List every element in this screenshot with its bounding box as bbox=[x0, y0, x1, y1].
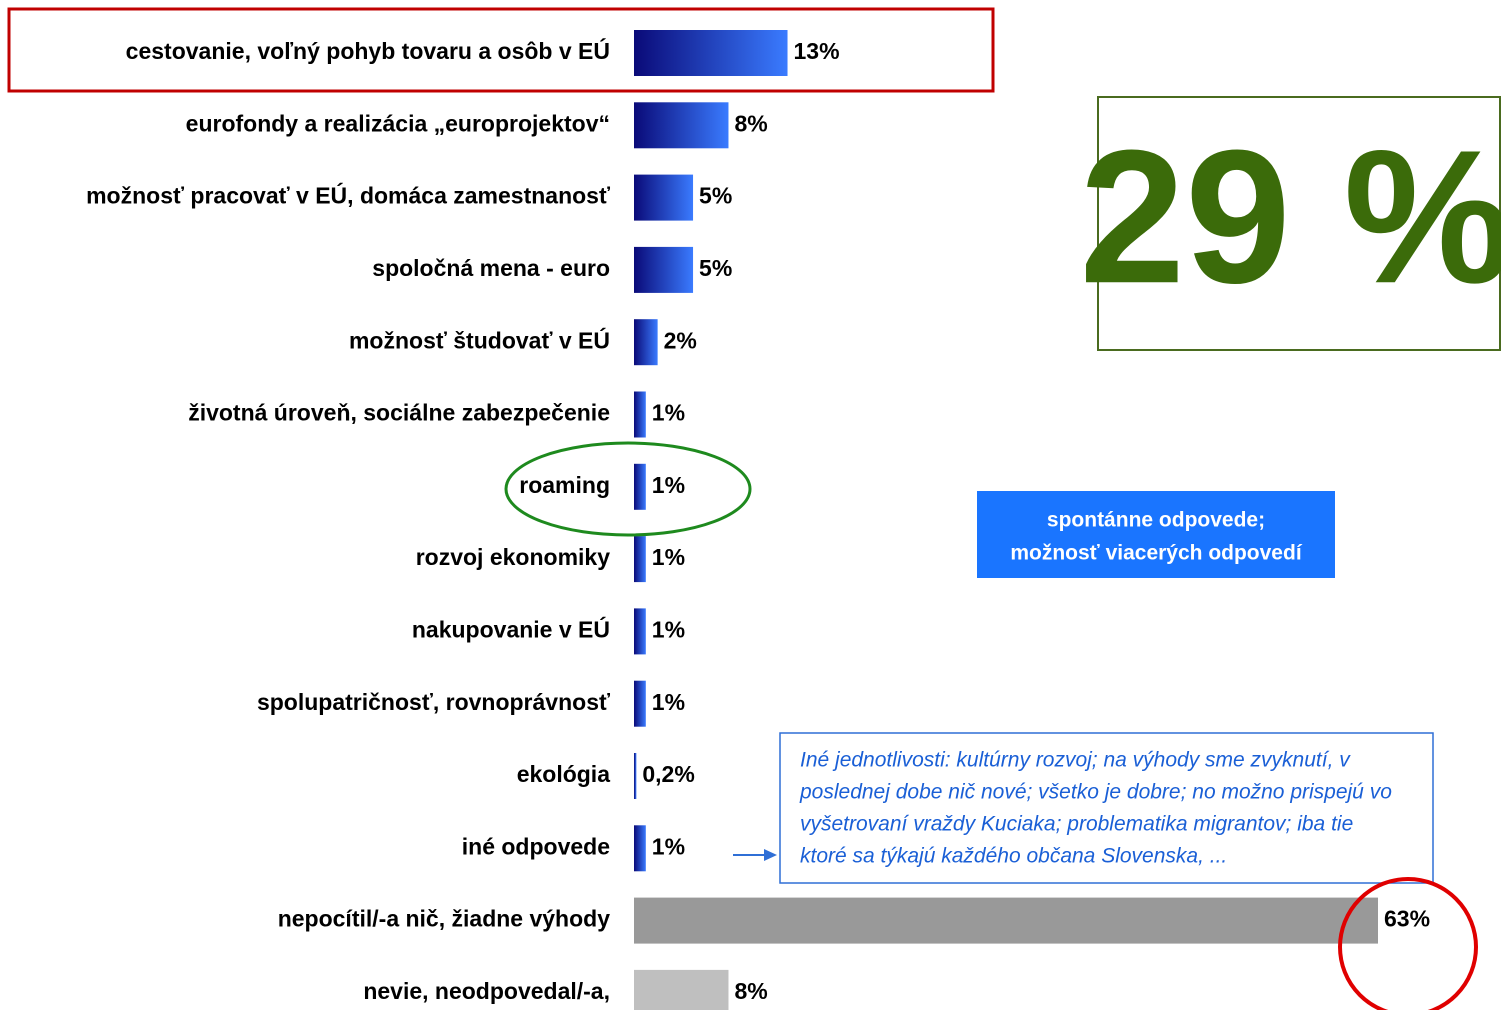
value-label: 1% bbox=[652, 400, 685, 426]
value-label: 5% bbox=[699, 255, 732, 281]
bar bbox=[634, 463, 646, 510]
other-line: poslednej dobe nič nové; všetko je dobre… bbox=[799, 781, 1392, 804]
bar bbox=[634, 246, 694, 293]
note-box bbox=[977, 491, 1335, 578]
note-line: možnosť viacerých odpovedí bbox=[1010, 542, 1302, 565]
headline-box bbox=[1097, 96, 1501, 351]
value-label: 1% bbox=[652, 689, 685, 715]
value-label: 1% bbox=[652, 544, 685, 570]
bar bbox=[634, 969, 729, 1010]
value-label: 2% bbox=[664, 327, 697, 353]
bar bbox=[634, 319, 658, 366]
bar bbox=[634, 753, 637, 799]
bar bbox=[634, 680, 646, 727]
category-label: možnosť pracovať v EÚ, domáca zamestnano… bbox=[86, 182, 611, 209]
bar bbox=[634, 391, 646, 438]
category-label: spoločná mena - euro bbox=[372, 255, 610, 281]
value-label: 8% bbox=[734, 110, 767, 136]
bar bbox=[634, 825, 646, 872]
category-label: nepocítil/-a nič, žiadne výhody bbox=[278, 906, 610, 932]
category-label: nevie, neodpovedal/-a, bbox=[363, 978, 610, 1004]
value-label: 5% bbox=[699, 183, 732, 209]
bar bbox=[634, 608, 646, 655]
value-label: 63% bbox=[1384, 906, 1430, 932]
value-label: 1% bbox=[652, 616, 685, 642]
category-label: eurofondy a realizácia „europrojektov“ bbox=[186, 110, 610, 136]
category-label: iné odpovede bbox=[462, 833, 610, 859]
other-line: ktoré sa týkajú každého občana Slovenska… bbox=[800, 845, 1227, 868]
other-line: vyšetrovaní vraždy Kuciaka; problematika… bbox=[800, 813, 1353, 836]
bar bbox=[634, 897, 1378, 944]
note-line: spontánne odpovede; bbox=[1047, 509, 1265, 532]
highlight-circle bbox=[1338, 877, 1478, 1010]
bar bbox=[634, 30, 788, 76]
category-label: životná úroveň, sociálne zabezpečenie bbox=[188, 400, 610, 426]
headline: 29 % bbox=[1079, 111, 1501, 323]
category-label: ekológia bbox=[517, 761, 611, 787]
arrow-head bbox=[764, 849, 777, 861]
category-label: rozvoj ekonomiky bbox=[416, 544, 610, 570]
category-label: možnosť študovať v EÚ bbox=[349, 326, 610, 353]
highlight-ellipse bbox=[504, 441, 752, 537]
category-label: cestovanie, voľný pohyb tovaru a osôb v … bbox=[126, 37, 610, 64]
value-label: 1% bbox=[652, 472, 685, 498]
category-label: nakupovanie v EÚ bbox=[412, 615, 610, 642]
value-label: 8% bbox=[734, 978, 767, 1004]
category-label: spolupatričnosť, rovnoprávnosť bbox=[257, 689, 611, 715]
value-label: 0,2% bbox=[642, 761, 694, 787]
other-box bbox=[779, 732, 1434, 884]
value-label: 13% bbox=[794, 38, 840, 64]
bar bbox=[634, 536, 646, 583]
bar bbox=[634, 102, 729, 149]
category-label: roaming bbox=[519, 472, 610, 498]
value-label: 1% bbox=[652, 833, 685, 859]
bar bbox=[634, 174, 694, 221]
other-line: Iné jednotlivosti: kultúrny rozvoj; na v… bbox=[800, 749, 1351, 772]
highlight-rect bbox=[7, 7, 995, 93]
